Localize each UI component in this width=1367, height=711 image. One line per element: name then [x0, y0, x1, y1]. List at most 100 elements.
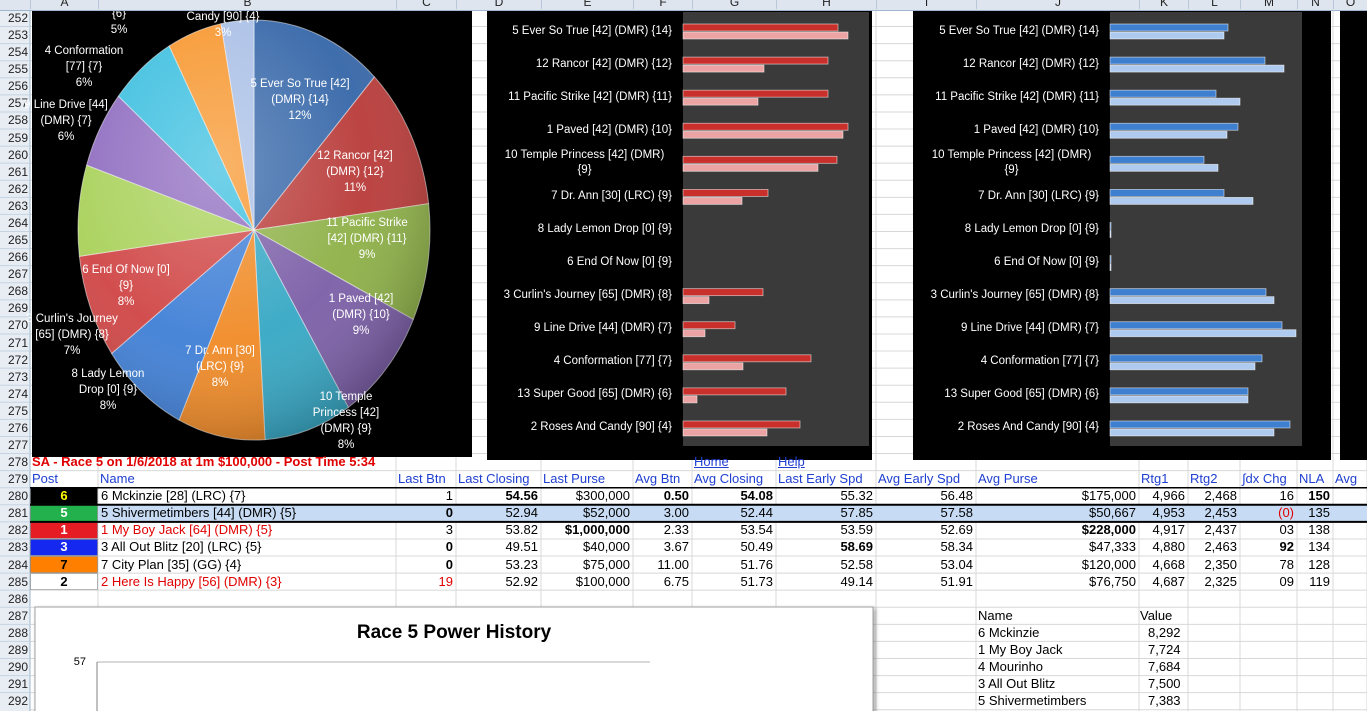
- table-cell: 2,453: [1204, 505, 1237, 521]
- bar-category-text: 4 Conformation [77] {7}: [553, 355, 672, 368]
- table-cell: 53.59: [840, 522, 873, 538]
- bar-category-label: 11 Pacific Strike [42] (DMR) {11}: [914, 81, 1099, 113]
- bar-category-label: 7 Dr. Ann [30] (LRC) {9}: [914, 180, 1099, 212]
- table-cell: 58.69: [840, 539, 873, 555]
- bar: [1109, 31, 1225, 40]
- row-number: 256: [7, 79, 28, 94]
- table-cell: 3.00: [663, 505, 689, 521]
- row-number: 257: [7, 96, 28, 111]
- bar-category-text: 7 Dr. Ann [30] (LRC) {9}: [551, 189, 672, 202]
- table-cell: 57.58: [940, 505, 973, 521]
- table-cell: 52.44: [740, 505, 773, 521]
- row-number: 267: [7, 267, 28, 282]
- pie-label-percent: 8%: [337, 439, 355, 451]
- pie-label-percent: 8%: [99, 400, 117, 412]
- bar: [1109, 288, 1267, 297]
- table-cell: 0: [445, 556, 453, 572]
- ranking-cell: 4 Mourinho: [978, 659, 1044, 675]
- bar-category-text: 4 Conformation [77] {7}: [980, 355, 1099, 368]
- ranking-cell: 7,500: [1148, 676, 1181, 692]
- y-tick-label: 57: [73, 656, 86, 668]
- bar: [682, 387, 787, 396]
- bar-category-text: 8 Lady Lemon Drop [0] {9}: [537, 222, 672, 235]
- column-header: Name: [100, 471, 135, 487]
- bar: [1109, 122, 1239, 131]
- row-number: 283: [7, 540, 28, 555]
- bar-category-text: 2 Roses And Candy [90] {4}: [957, 421, 1099, 434]
- pie-label-name: 11 Pacific Strike [42] (DMR) {11}: [326, 217, 408, 245]
- bar: [682, 89, 829, 98]
- table-cell: $1,000,000: [564, 522, 630, 538]
- table-cell: 51.91: [940, 573, 973, 589]
- column-header: Last Purse: [543, 471, 606, 487]
- ranking-cell: 6 Mckinzie: [978, 624, 1040, 640]
- table-cell: 03: [1279, 522, 1294, 538]
- post-number: 6: [60, 488, 68, 504]
- pie-label: 4 Conformation [77] {7} 6%: [34, 43, 134, 91]
- bar: [1109, 23, 1229, 32]
- bar-category-label: 4 Conformation [77] {7}: [487, 346, 672, 378]
- column-header: ∫dx Chg: [1242, 471, 1287, 487]
- column-header: Last Btn: [398, 471, 446, 487]
- link-help[interactable]: Help: [778, 454, 805, 470]
- column-header: Avg Btn: [635, 471, 681, 487]
- bar-category-text: 11 Pacific Strike [42] (DMR) {11}: [508, 90, 672, 103]
- bar-category-label: 10 Temple Princess [42] (DMR) {9}: [487, 147, 672, 179]
- row-number: 264: [7, 215, 28, 230]
- bar: [682, 321, 736, 330]
- table-cell: 3.67: [663, 539, 689, 555]
- bar-category-label: 1 Paved [42] (DMR) {10}: [914, 114, 1099, 146]
- row-number: 281: [7, 506, 28, 521]
- bar-category-label: 8 Lady Lemon Drop [0] {9}: [914, 213, 1099, 245]
- bar-category-label: 4 Conformation [77] {7}: [914, 346, 1099, 378]
- pie-label: 12 Rancor [42] (DMR) {12} 11%: [305, 148, 405, 196]
- table-cell: 2,350: [1204, 556, 1237, 572]
- row-number: 284: [7, 557, 28, 572]
- column-header: Avg Early Spd: [878, 471, 961, 487]
- table-cell: 53.23: [505, 556, 538, 572]
- bar: [682, 288, 764, 297]
- table-cell: $47,333: [1089, 539, 1136, 555]
- bar: [1109, 230, 1112, 238]
- column-letter: G: [692, 0, 776, 9]
- bar: [682, 23, 839, 32]
- bar: [682, 56, 829, 65]
- bar: [682, 428, 768, 437]
- pie-label: 8 Lady Lemon Drop [0] {9} 8%: [58, 366, 158, 414]
- column-letter: O: [1333, 0, 1367, 9]
- ranking-cell: 5 Shivermetimbers: [978, 693, 1087, 709]
- post-number: 1: [60, 522, 68, 538]
- table-cell: 53.54: [740, 522, 773, 538]
- table-cell: 0.50: [663, 488, 689, 504]
- post-cell: [30, 556, 98, 573]
- link-home[interactable]: Home: [694, 454, 729, 470]
- bar-chart-3-area: [1340, 10, 1367, 460]
- table-cell: 138: [1308, 522, 1330, 538]
- bar: [682, 163, 819, 172]
- table-cell: 52.92: [505, 573, 538, 589]
- pie-label-name: 1 Paved [42] (DMR) {10}: [328, 293, 394, 321]
- table-cell: 2 Here Is Happy [56] (DMR) {3}: [101, 573, 282, 589]
- column-letter: A: [30, 0, 98, 9]
- column-header: Avg Purse: [978, 471, 1038, 487]
- row-number: 274: [7, 386, 28, 401]
- row-number: 287: [7, 608, 28, 623]
- bar-chart-1-plot: [683, 12, 869, 446]
- pie-label: Candy [90] {4} 3%: [173, 9, 273, 41]
- table-cell: 2,468: [1204, 488, 1237, 504]
- table-cell: 52.58: [840, 556, 873, 572]
- ranking-cell: 3 All Out Blitz: [978, 676, 1056, 692]
- bar: [682, 354, 812, 363]
- post-cell: [30, 539, 98, 556]
- pie-label-name: 5 Ever So True [42] (DMR) {14}: [250, 78, 350, 106]
- column-header: Rtg2: [1190, 471, 1218, 487]
- pie-label: 5 Ever So True [42] (DMR) {14} 12%: [250, 76, 350, 124]
- table-cell: 11.00: [657, 556, 689, 572]
- table-cell: 19: [438, 573, 453, 589]
- column-letter: N: [1297, 0, 1333, 9]
- ranking-cell: 1 My Boy Jack: [978, 641, 1063, 657]
- table-cell: 54.56: [505, 488, 538, 504]
- table-cell: 0: [445, 539, 453, 555]
- pie-label-name: 3 Curlin's Journey [65] (DMR) {8}: [26, 313, 118, 341]
- bar-category-text: 3 Curlin's Journey [65] (DMR) {8}: [503, 289, 672, 302]
